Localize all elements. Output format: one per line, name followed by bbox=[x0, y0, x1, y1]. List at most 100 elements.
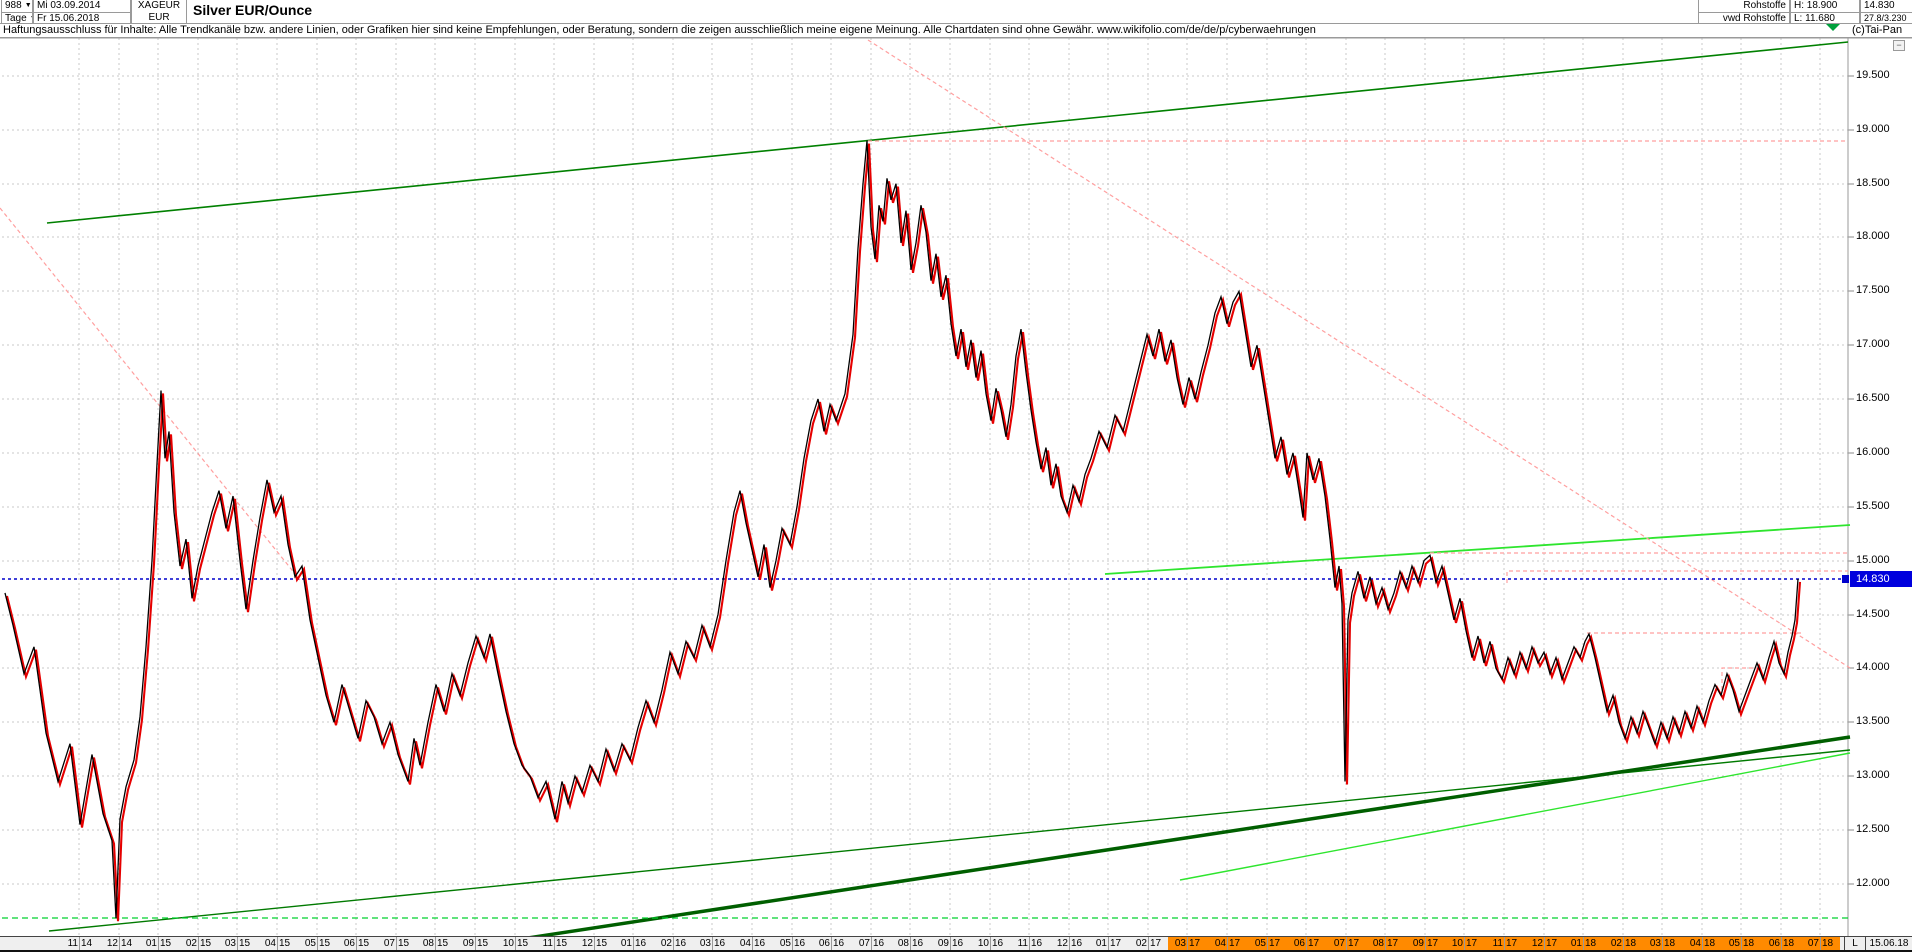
y-axis-label: 17.500 bbox=[1856, 284, 1890, 296]
price-series-line bbox=[4, 140, 1799, 919]
x-axis-month-label: 01 bbox=[620, 938, 632, 949]
y-axis-label: 15.500 bbox=[1856, 500, 1890, 512]
x-axis-month-label: 06 bbox=[1768, 938, 1780, 949]
change-value-label: 27.8/3.230 bbox=[1861, 11, 1912, 25]
x-axis-month-label: 09 bbox=[937, 938, 949, 949]
bars-count-dropdown[interactable]: 988 ▼ bbox=[5, 0, 32, 11]
x-axis-tick bbox=[158, 937, 159, 950]
x-axis-month-label: 08 bbox=[422, 938, 434, 949]
x-axis-tick bbox=[990, 937, 991, 950]
x-axis-tick bbox=[356, 937, 357, 950]
x-axis-year-label: 15 bbox=[596, 938, 608, 949]
x-axis-year-label: 17 bbox=[1269, 938, 1281, 949]
x-axis-tick bbox=[1781, 937, 1782, 950]
date-from-field[interactable]: Mi 03.09.2014 bbox=[37, 0, 101, 11]
y-axis-label: 14.000 bbox=[1856, 661, 1890, 673]
may18-high-line bbox=[1721, 667, 1757, 690]
symbol-label: XAGEUR bbox=[137, 0, 181, 11]
low-flag-label: L bbox=[1844, 936, 1865, 950]
date-to-field[interactable]: Fr 15.06.2018 bbox=[34, 11, 130, 25]
x-axis-month-label: 08 bbox=[1372, 938, 1384, 949]
x-axis-tick bbox=[594, 937, 595, 950]
x-axis-tick bbox=[1029, 937, 1030, 950]
x-axis-month-label: 03 bbox=[1174, 938, 1186, 949]
x-axis-year-label: 15 bbox=[319, 938, 331, 949]
y-axis-label: 12.000 bbox=[1856, 877, 1890, 889]
disclaimer-divider bbox=[0, 37, 1912, 38]
y-axis-label: 14.500 bbox=[1856, 608, 1890, 620]
x-axis-tick bbox=[277, 937, 278, 950]
x-axis-tick bbox=[1187, 937, 1188, 950]
x-axis-month-label: 07 bbox=[858, 938, 870, 949]
y-axis-label: 12.500 bbox=[1856, 823, 1890, 835]
x-axis-month-label: 04 bbox=[739, 938, 751, 949]
x-axis-year-label: 14 bbox=[121, 938, 133, 949]
bright-resistance-line bbox=[1104, 524, 1851, 575]
x-axis-month-label: 10 bbox=[977, 938, 989, 949]
x-axis-tick bbox=[1583, 937, 1584, 950]
line-end-marker-icon bbox=[1826, 24, 1840, 31]
x-axis-year-label: 17 bbox=[1308, 938, 1320, 949]
symbol-cell: XAGEUR EUR bbox=[131, 0, 187, 23]
x-axis-month-label: 05 bbox=[1728, 938, 1740, 949]
x-axis-month-label: 10 bbox=[502, 938, 514, 949]
x-axis-month-label: 09 bbox=[462, 938, 474, 949]
x-axis-year-label: 16 bbox=[794, 938, 806, 949]
period-dropdown[interactable]: Tage▼ bbox=[2, 11, 32, 25]
x-axis-year-label: 17 bbox=[1189, 938, 1201, 949]
x-axis-month-label: 12 bbox=[1531, 938, 1543, 949]
x-axis-month-label: 10 bbox=[1451, 938, 1463, 949]
last-price-badge: 14.830 bbox=[1850, 571, 1912, 587]
x-axis-year-label: 16 bbox=[1071, 938, 1083, 949]
jun18-high-line bbox=[1506, 570, 1848, 583]
x-axis-year-label: 16 bbox=[714, 938, 726, 949]
long-descending-diagonal bbox=[867, 39, 1851, 669]
copyright-label: (c)Tai-Pan bbox=[1852, 24, 1903, 36]
x-axis-year-label: 15 bbox=[200, 938, 212, 949]
x-axis-year-label: 17 bbox=[1229, 938, 1241, 949]
x-axis-month-label: 09 bbox=[1412, 938, 1424, 949]
x-axis-tick bbox=[475, 937, 476, 950]
last-change-cell: 14.830 27.8/3.230 bbox=[1860, 0, 1912, 23]
x-axis-year-label: 16 bbox=[912, 938, 924, 949]
last-price-tick bbox=[1842, 575, 1849, 583]
lower-thin-support-line bbox=[48, 749, 1851, 932]
x-axis-tick bbox=[515, 937, 516, 950]
chevron-down-icon: ▼ bbox=[30, 13, 32, 25]
x-axis-year-label: 15 bbox=[239, 938, 251, 949]
bright-support-line bbox=[1179, 752, 1851, 881]
x-axis-year-label: 16 bbox=[992, 938, 1004, 949]
y-axis-label: 19.000 bbox=[1856, 123, 1890, 135]
end-date-label: 15.06.18 bbox=[1865, 936, 1912, 950]
x-axis-year-label: 17 bbox=[1506, 938, 1518, 949]
header-divider bbox=[0, 23, 1912, 24]
x-axis-tick bbox=[792, 937, 793, 950]
x-axis-tick bbox=[950, 937, 951, 950]
left-descending-diagonal bbox=[0, 207, 301, 581]
x-axis-year-label: 16 bbox=[873, 938, 885, 949]
x-axis-month-label: 05 bbox=[1254, 938, 1266, 949]
x-axis-year-label: 15 bbox=[358, 938, 370, 949]
x-axis-month-label: 03 bbox=[224, 938, 236, 949]
x-axis-tick bbox=[79, 937, 80, 950]
x-axis-tick bbox=[1108, 937, 1109, 950]
currency-label: EUR bbox=[148, 11, 170, 23]
x-axis-tick bbox=[1504, 937, 1505, 950]
x-axis-year-label: 15 bbox=[477, 938, 489, 949]
x-axis-month-label: 07 bbox=[1333, 938, 1345, 949]
disclaimer-text: Haftungsausschluss für Inhalte: Alle Tre… bbox=[3, 24, 1316, 36]
x-axis-tick bbox=[1464, 937, 1465, 950]
x-axis-year-label: 16 bbox=[635, 938, 647, 949]
high-low-cell: H: 18.900 L: 11.680 bbox=[1790, 0, 1860, 24]
y-axis-label: 16.500 bbox=[1856, 392, 1890, 404]
collapse-button[interactable]: − bbox=[1893, 40, 1905, 51]
x-axis-tick bbox=[910, 937, 911, 950]
source-label: vwd Rohstoffe bbox=[1699, 11, 1789, 25]
x-axis-tick bbox=[1544, 937, 1545, 950]
category-label: Rohstoffe bbox=[1743, 0, 1786, 11]
x-axis-year-label: 17 bbox=[1110, 938, 1122, 949]
x-axis-year-label: 14 bbox=[81, 938, 93, 949]
x-axis-month-label: 12 bbox=[106, 938, 118, 949]
